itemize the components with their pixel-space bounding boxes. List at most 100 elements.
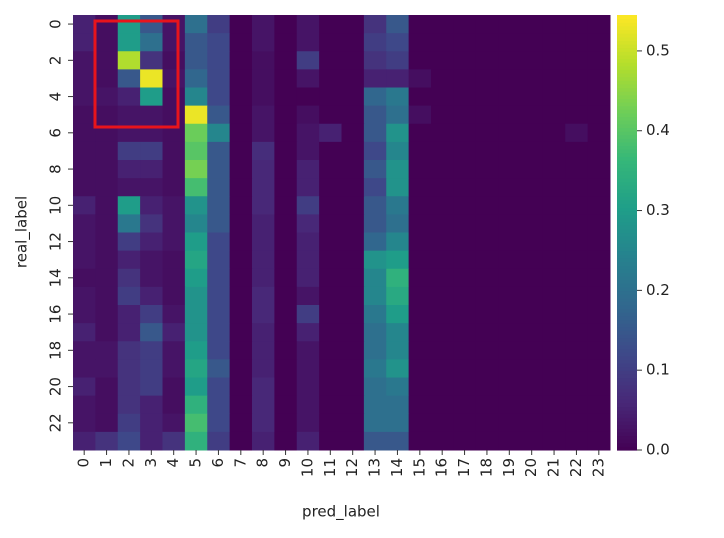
colorbar-slice	[617, 373, 637, 379]
heatmap-cell	[184, 69, 208, 88]
heatmap-cell	[162, 87, 186, 107]
heatmap-cell	[95, 305, 119, 324]
heatmap-cell	[162, 250, 186, 270]
heatmap-cell	[475, 341, 499, 360]
heatmap	[73, 15, 611, 451]
heatmap-cell	[274, 286, 298, 306]
heatmap-cell	[587, 413, 611, 433]
heatmap-cell	[431, 232, 454, 252]
colorbar-slice	[617, 105, 637, 110]
heatmap-cell	[274, 214, 298, 233]
heatmap-cell	[184, 141, 208, 161]
heatmap-cell	[274, 105, 298, 125]
heatmap-cell	[274, 178, 298, 197]
heatmap-cell	[319, 413, 342, 433]
heatmap-cell	[498, 214, 521, 233]
heatmap-cell	[319, 341, 342, 360]
heatmap-cell	[386, 178, 410, 197]
heatmap-cell	[542, 196, 566, 215]
colorbar-slice	[617, 268, 637, 273]
heatmap-cell	[542, 377, 566, 397]
heatmap-cell	[386, 33, 410, 52]
heatmap-cell	[229, 69, 253, 88]
heatmap-cell	[274, 431, 298, 451]
colorbar-slice	[617, 134, 637, 139]
colorbar-slice	[617, 395, 637, 400]
heatmap-cell	[408, 178, 432, 197]
heatmap-cell	[95, 196, 119, 215]
colorbar-slice	[617, 283, 637, 288]
heatmap-cell	[95, 160, 119, 179]
heatmap-cell	[162, 268, 186, 288]
heatmap-cell	[117, 232, 141, 252]
x-tick-label: 20	[522, 458, 540, 477]
heatmap-cell	[542, 214, 566, 233]
colorbar-slice	[617, 203, 637, 208]
heatmap-cell	[542, 123, 566, 143]
heatmap-cell	[207, 377, 231, 397]
heatmap-cell	[587, 51, 611, 70]
heatmap-cell	[587, 33, 611, 52]
heatmap-cell	[296, 305, 320, 324]
heatmap-cell	[520, 69, 544, 88]
heatmap-cell	[117, 15, 141, 34]
heatmap-cell	[386, 160, 410, 179]
heatmap-cell	[341, 105, 365, 125]
heatmap-cell	[453, 341, 477, 360]
heatmap-cell	[542, 87, 566, 107]
heatmap-cell	[229, 232, 253, 252]
colorbar-slice	[617, 384, 637, 389]
heatmap-cell	[117, 250, 141, 270]
heatmap-cell	[252, 196, 275, 215]
heatmap-cell	[408, 413, 432, 433]
heatmap-cell	[542, 141, 566, 161]
heatmap-cell	[408, 431, 432, 451]
heatmap-cell	[207, 87, 231, 107]
colorbar-slice	[617, 87, 637, 92]
heatmap-cell	[386, 431, 410, 451]
heatmap-cell	[73, 232, 96, 252]
heatmap-cell	[475, 105, 499, 125]
heatmap-cell	[229, 160, 253, 179]
heatmap-cell	[140, 286, 163, 306]
heatmap-cell	[162, 413, 186, 433]
heatmap-cell	[274, 123, 298, 143]
colorbar-slice	[617, 250, 637, 255]
heatmap-cell	[252, 268, 275, 288]
heatmap-cell	[475, 413, 499, 433]
heatmap-cell	[229, 87, 253, 107]
colorbar-slice	[617, 254, 637, 259]
heatmap-cell	[498, 51, 521, 70]
heatmap-cell	[207, 15, 231, 34]
heatmap-cell	[363, 286, 387, 306]
heatmap-cell	[386, 51, 410, 70]
heatmap-cell	[95, 268, 119, 288]
heatmap-cell	[162, 395, 186, 415]
heatmap-cell	[229, 178, 253, 197]
colorbar-slice	[617, 312, 637, 317]
heatmap-cell	[386, 359, 410, 378]
heatmap-cell	[184, 123, 208, 143]
colorbar-slice	[617, 232, 637, 237]
heatmap-cell	[162, 341, 186, 360]
heatmap-cell	[363, 431, 387, 451]
heatmap-cell	[498, 359, 521, 378]
heatmap-cell	[520, 431, 544, 451]
heatmap-cell	[565, 268, 589, 288]
colorbar-slice	[617, 210, 637, 215]
colorbar-tick-label: 0.0	[646, 441, 670, 459]
colorbar-slice	[617, 76, 637, 81]
heatmap-cell	[207, 341, 231, 360]
heatmap-cell	[363, 232, 387, 252]
colorbar-slice	[617, 413, 637, 418]
heatmap-cell	[475, 214, 499, 233]
heatmap-cell	[520, 15, 544, 34]
heatmap-cell	[252, 341, 275, 360]
heatmap-cell	[386, 323, 410, 342]
heatmap-cell	[520, 123, 544, 143]
heatmap-cell	[184, 51, 208, 70]
heatmap-cell	[565, 51, 589, 70]
colorbar-slice	[617, 112, 637, 118]
heatmap-cell	[73, 178, 96, 197]
heatmap-cell	[274, 51, 298, 70]
